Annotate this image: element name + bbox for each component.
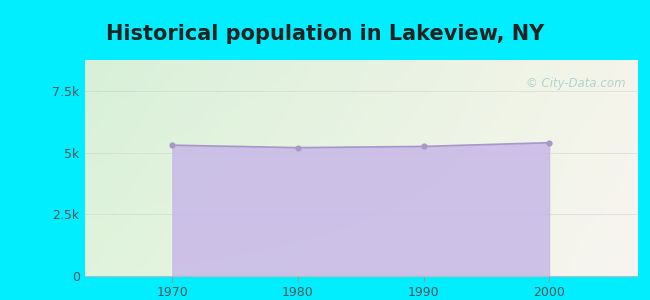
Point: [544, 140, 554, 145]
Text: Historical population in Lakeview, NY: Historical population in Lakeview, NY: [106, 24, 544, 44]
Text: © City-Data.com: © City-Data.com: [526, 77, 626, 90]
Point: [167, 143, 177, 148]
Point: [292, 145, 303, 150]
Point: [419, 144, 429, 149]
